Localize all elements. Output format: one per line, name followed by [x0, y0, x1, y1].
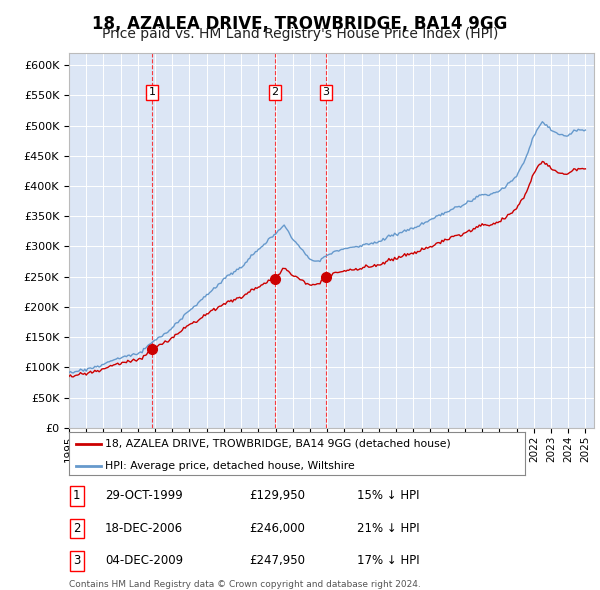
Text: Contains HM Land Registry data © Crown copyright and database right 2024.: Contains HM Land Registry data © Crown c…: [69, 580, 421, 589]
Text: 2: 2: [73, 522, 80, 535]
Text: 1: 1: [73, 489, 80, 503]
Text: 15% ↓ HPI: 15% ↓ HPI: [357, 489, 419, 503]
Text: 18, AZALEA DRIVE, TROWBRIDGE, BA14 9GG: 18, AZALEA DRIVE, TROWBRIDGE, BA14 9GG: [92, 15, 508, 33]
Text: £246,000: £246,000: [249, 522, 305, 535]
Text: £129,950: £129,950: [249, 489, 305, 503]
Text: 18-DEC-2006: 18-DEC-2006: [105, 522, 183, 535]
Text: 21% ↓ HPI: 21% ↓ HPI: [357, 522, 419, 535]
Text: 18, AZALEA DRIVE, TROWBRIDGE, BA14 9GG (detached house): 18, AZALEA DRIVE, TROWBRIDGE, BA14 9GG (…: [106, 439, 451, 449]
Text: 17% ↓ HPI: 17% ↓ HPI: [357, 554, 419, 568]
Text: 29-OCT-1999: 29-OCT-1999: [105, 489, 183, 503]
Text: 1: 1: [149, 87, 155, 97]
Text: 04-DEC-2009: 04-DEC-2009: [105, 554, 183, 568]
Text: 3: 3: [322, 87, 329, 97]
Text: Price paid vs. HM Land Registry's House Price Index (HPI): Price paid vs. HM Land Registry's House …: [102, 27, 498, 41]
Text: HPI: Average price, detached house, Wiltshire: HPI: Average price, detached house, Wilt…: [106, 461, 355, 471]
Text: 3: 3: [73, 554, 80, 568]
Text: £247,950: £247,950: [249, 554, 305, 568]
Text: 2: 2: [271, 87, 278, 97]
